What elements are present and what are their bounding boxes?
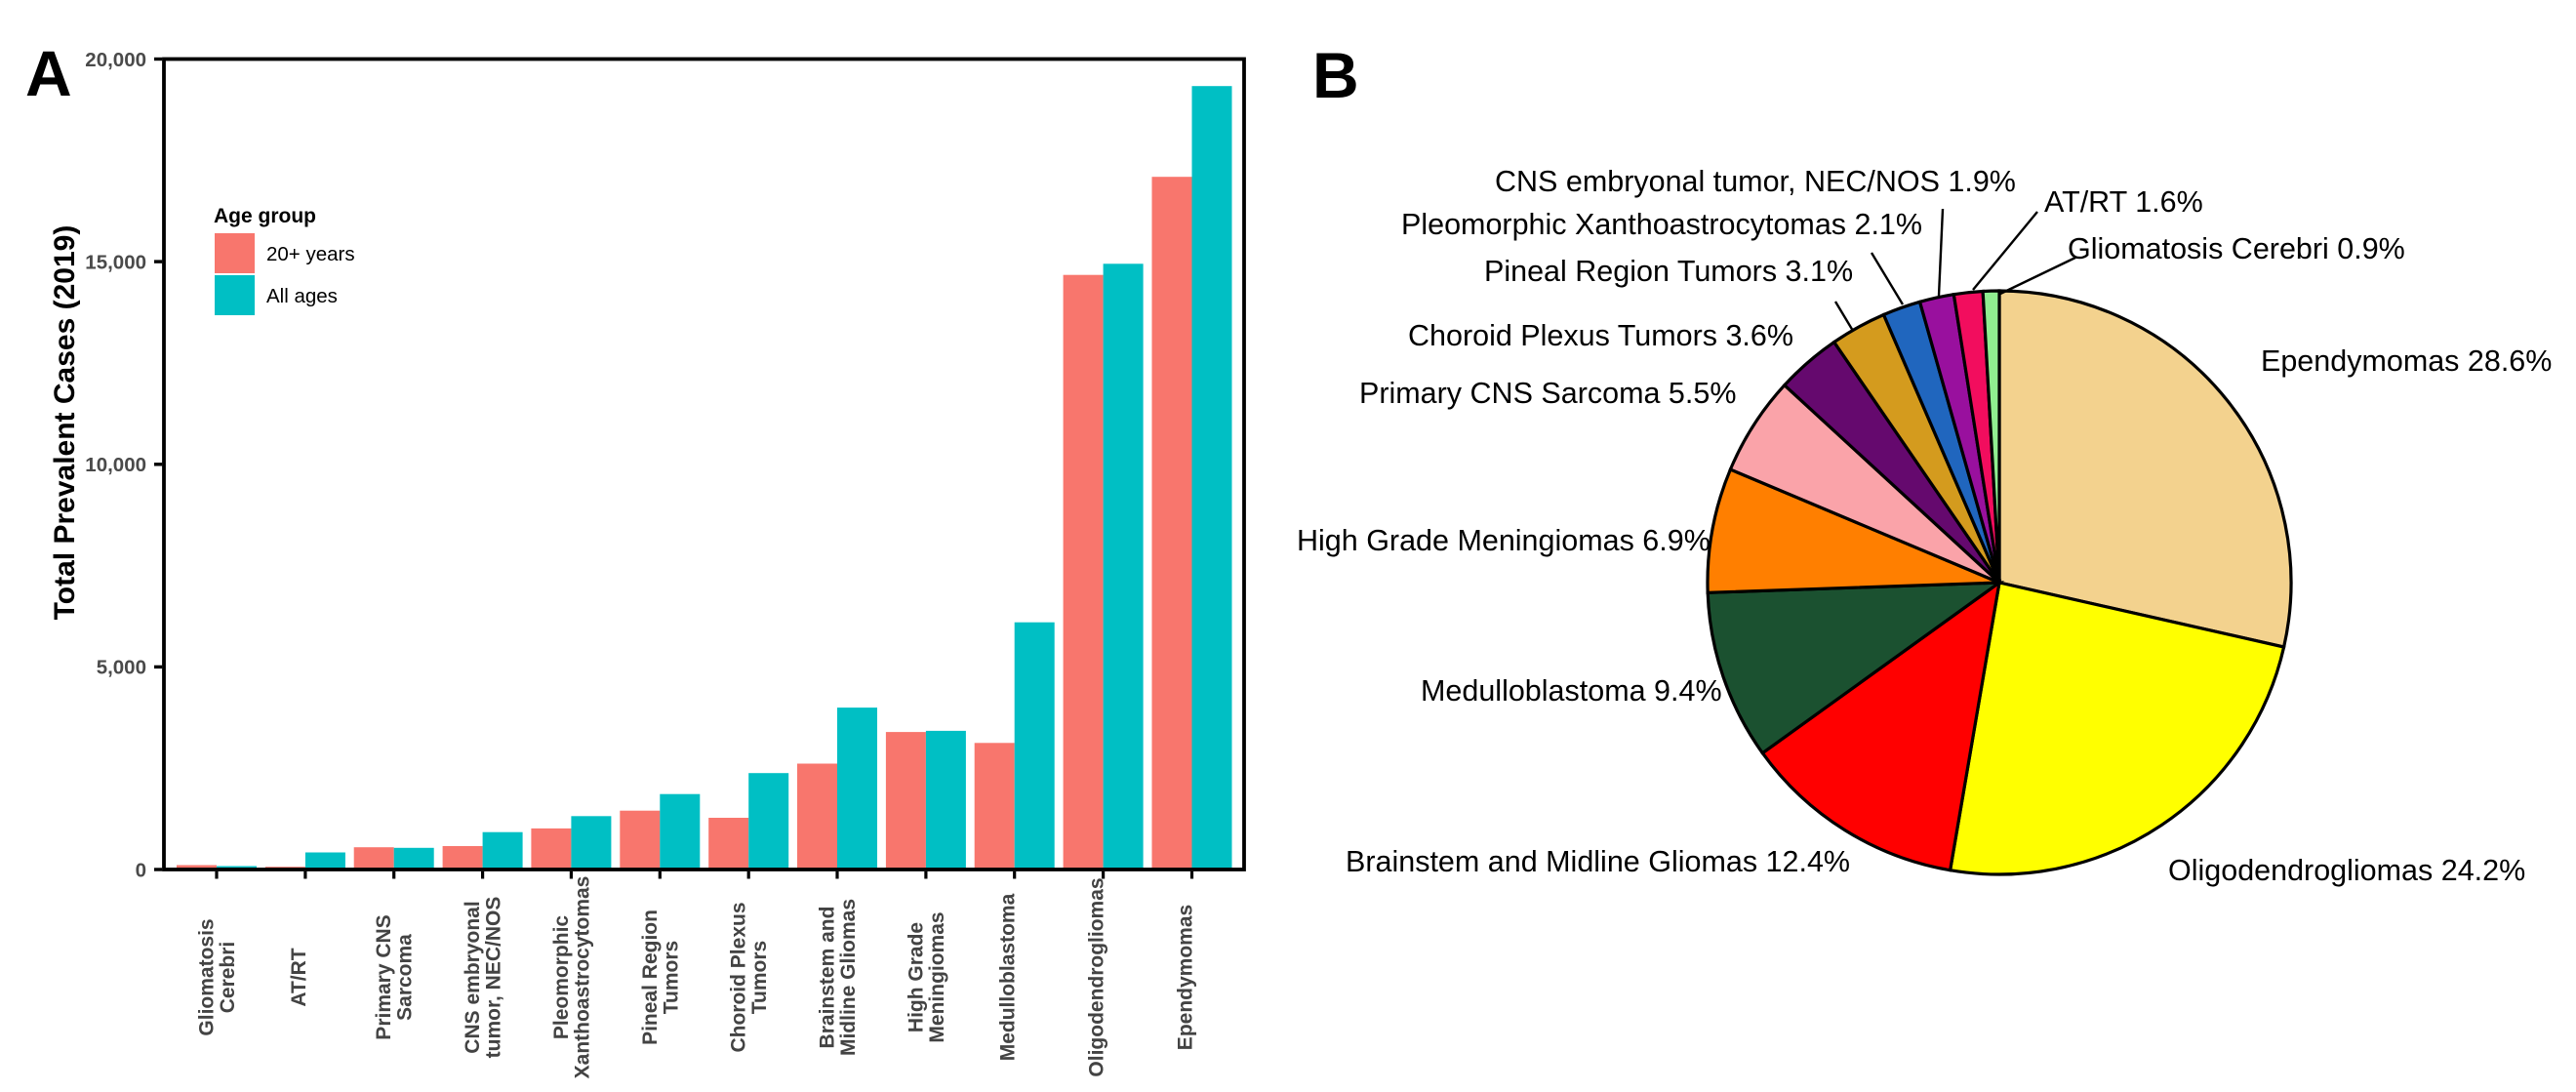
svg-text:10,000: 10,000	[85, 454, 146, 476]
svg-text:0: 0	[136, 859, 146, 881]
svg-text:Oligodendrogliomas 24.2%: Oligodendrogliomas 24.2%	[2168, 854, 2525, 887]
svg-text:High GradeMeningiomas: High GradeMeningiomas	[905, 911, 948, 1042]
svg-text:Pleomorphic Xanthoastrocytomas: Pleomorphic Xanthoastrocytomas 2.1%	[1401, 208, 1922, 241]
svg-text:Gliomatosis Cerebri 0.9%: Gliomatosis Cerebri 0.9%	[2068, 232, 2405, 265]
svg-text:A: A	[25, 37, 72, 109]
svg-text:Oligodendrogliomas: Oligodendrogliomas	[1086, 877, 1108, 1076]
svg-text:Choroid PlexusTumors: Choroid PlexusTumors	[728, 902, 772, 1052]
svg-text:15,000: 15,000	[85, 251, 146, 273]
svg-text:AT/RT 1.6%: AT/RT 1.6%	[2044, 185, 2203, 219]
svg-text:Brainstem and Midline Gliomas: Brainstem and Midline Gliomas 12.4%	[1346, 845, 1850, 878]
svg-text:GliomatosisCerebri: GliomatosisCerebri	[196, 918, 240, 1035]
svg-text:Medulloblastoma 9.4%: Medulloblastoma 9.4%	[1421, 674, 1722, 708]
svg-text:Medulloblastoma: Medulloblastoma	[997, 893, 1020, 1061]
svg-text:20+ years: 20+ years	[266, 243, 355, 265]
svg-text:PleomorphicXanthoastrocytomas: PleomorphicXanthoastrocytomas	[550, 876, 594, 1079]
svg-text:High Grade Meningiomas 6.9%: High Grade Meningiomas 6.9%	[1297, 524, 1711, 557]
svg-text:All ages: All ages	[266, 285, 338, 307]
svg-text:Age group: Age group	[214, 205, 316, 227]
svg-text:Primary CNS Sarcoma 5.5%: Primary CNS Sarcoma 5.5%	[1359, 377, 1736, 410]
svg-text:AT/RT: AT/RT	[288, 948, 310, 1006]
svg-text:Primary CNSSarcoma: Primary CNSSarcoma	[373, 914, 417, 1039]
svg-text:CNS embryonaltumor, NEC/NOS: CNS embryonaltumor, NEC/NOS	[462, 897, 504, 1059]
svg-text:B: B	[1312, 39, 1359, 111]
svg-text:Choroid Plexus Tumors 3.6%: Choroid Plexus Tumors 3.6%	[1408, 319, 1793, 352]
svg-text:Total Prevalent Cases (2019): Total Prevalent Cases (2019)	[49, 225, 81, 621]
svg-text:5,000: 5,000	[97, 657, 146, 679]
svg-text:Pineal Region Tumors 3.1%: Pineal Region Tumors 3.1%	[1484, 255, 1853, 288]
svg-text:Ependymomas: Ependymomas	[1175, 905, 1197, 1050]
svg-text:Pineal RegionTumors: Pineal RegionTumors	[639, 910, 683, 1045]
svg-text:Brainstem andMidline Gliomas: Brainstem andMidline Gliomas	[817, 899, 861, 1056]
svg-text:Ependymomas 28.6%: Ependymomas 28.6%	[2261, 344, 2552, 378]
svg-text:CNS embryonal tumor, NEC/NOS 1: CNS embryonal tumor, NEC/NOS 1.9%	[1495, 165, 2016, 198]
svg-text:20,000: 20,000	[85, 49, 146, 71]
